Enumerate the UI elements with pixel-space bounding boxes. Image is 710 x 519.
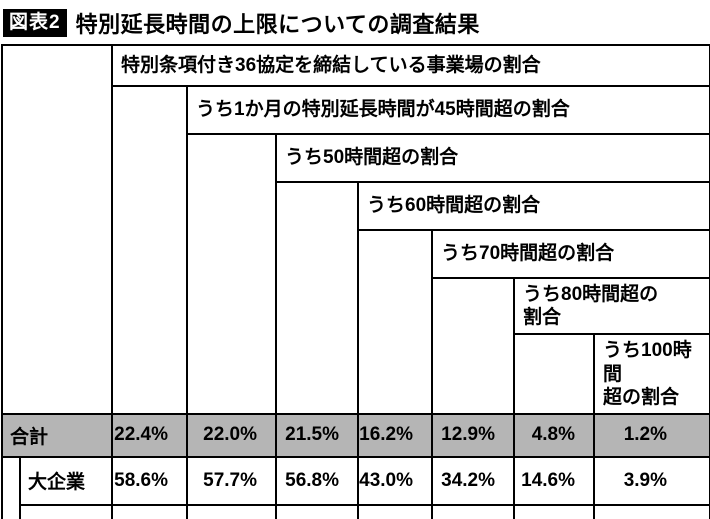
spacer-cell — [357, 229, 433, 415]
value-cell: 1.2% — [592, 412, 710, 458]
header-row-1: 特別条項付き36協定を締結している事業場の割合 — [1, 44, 710, 415]
value-cell: 34.2% — [431, 455, 515, 506]
value-cell: 11.3% — [111, 503, 188, 519]
value-cell: 58.6% — [111, 455, 188, 506]
figure-title-bar: 図表2 特別延長時間の上限についての調査結果 — [0, 0, 710, 44]
spacer-cell — [431, 277, 515, 415]
indent-spacer-cell — [1, 455, 21, 519]
value-cell: 22.0% — [186, 412, 277, 458]
value-cell: 57.7% — [186, 455, 277, 506]
col-header-over-60h: うち60時間超の割合 — [356, 181, 710, 231]
value-cell: 4.8% — [513, 412, 595, 458]
table-row-large-companies: 大企業 58.6% 57.7% 56.8% 43.0% 34.2% 14.6% … — [1, 455, 710, 519]
value-cell: 56.8% — [275, 455, 359, 506]
col-header-36-agreement: 特別条項付き36協定を締結している事業場の割合 — [110, 44, 710, 87]
row-label-sme: 中小企業 — [19, 503, 113, 519]
col-header-over-45h: うち1か月の特別延長時間が45時間超の割合 — [185, 85, 710, 135]
value-cell: 10.7% — [275, 503, 359, 519]
survey-table: 特別条項付き36協定を締結している事業場の割合 うち1か月の特別延長時間が45時… — [1, 44, 710, 519]
col-header-over-70h: うち70時間超の割合 — [430, 229, 710, 279]
row-label-large-companies: 大企業 — [19, 455, 113, 506]
value-cell: 0.4% — [592, 503, 710, 519]
spacer-cell — [1, 44, 113, 415]
value-cell: 16.2% — [357, 412, 433, 458]
header-row-4: うち60時間超の割合 — [2, 181, 710, 415]
table-row-sme: 中小企業 11.3% 11.1% 10.7% 8.0% 6.4% 1.9% 0.… — [2, 503, 710, 519]
value-cell: 11.1% — [186, 503, 277, 519]
header-row-2: うち1か月の特別延長時間が45時間超の割合 — [2, 85, 710, 415]
value-cell: 43.0% — [357, 455, 433, 506]
value-cell: 1.9% — [513, 503, 595, 519]
value-cell: 22.4% — [111, 412, 188, 458]
spacer-cell — [513, 333, 595, 415]
value-cell: 14.6% — [513, 455, 595, 506]
header-row-6: うち80時間超の 割合 — [2, 276, 710, 415]
col-header-over-50h: うち50時間超の割合 — [274, 133, 710, 183]
spacer-cell — [275, 181, 359, 415]
value-cell: 12.9% — [431, 412, 515, 458]
col-header-over-100h: うち100時間 超の割合 — [592, 333, 710, 415]
header-row-7: うち100時間 超の割合 — [2, 333, 710, 415]
spacer-cell — [111, 85, 188, 415]
header-row-3: うち50時間超の割合 — [2, 133, 710, 415]
value-cell: 6.4% — [431, 503, 515, 519]
value-cell: 21.5% — [275, 412, 359, 458]
figure-badge: 図表2 — [3, 9, 67, 37]
table-row-total: 合計 22.4% 22.0% 21.5% 16.2% 12.9% 4.8% 1.… — [1, 412, 710, 458]
spacer-cell — [186, 133, 277, 415]
header-row-5: うち70時間超の割合 — [2, 229, 710, 415]
row-label-total: 合計 — [1, 412, 113, 458]
value-cell: 3.9% — [592, 455, 710, 506]
value-cell: 8.0% — [357, 503, 433, 519]
page-title: 特別延長時間の上限についての調査結果 — [75, 12, 480, 37]
col-header-over-80h: うち80時間超の 割合 — [512, 276, 710, 336]
